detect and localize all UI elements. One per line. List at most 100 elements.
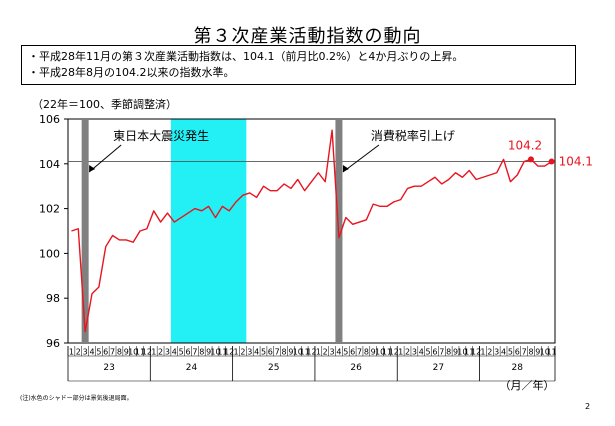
month-label: 11 <box>464 348 474 357</box>
event-arrow <box>88 144 122 173</box>
event-arrowhead <box>342 165 349 172</box>
recession-band <box>170 119 247 343</box>
month-label: 10 <box>293 348 303 357</box>
month-label: 12 <box>471 348 481 357</box>
month-label: 6 <box>103 348 108 357</box>
month-label: 6 <box>268 348 273 357</box>
month-label: 7 <box>439 348 444 357</box>
month-label: 7 <box>192 348 197 357</box>
y-tick-label: 106 <box>39 113 60 126</box>
month-label: 12 <box>389 348 399 357</box>
year-label: 28 <box>512 363 524 373</box>
y-tick-label: 100 <box>39 247 60 260</box>
summary-line-1: ・平成28年11月の第３次産業活動指数は、104.1（前月比0.2%）と4か月ぶ… <box>28 50 464 63</box>
y-tick-label: 104 <box>39 158 60 171</box>
page-number: 2 <box>585 402 591 411</box>
month-label: 1 <box>398 348 403 357</box>
month-label: 2 <box>76 348 81 357</box>
month-label: 11 <box>135 348 145 357</box>
year-label: 25 <box>268 363 279 373</box>
month-label: 1 <box>234 348 239 357</box>
month-label: 11 <box>546 348 556 357</box>
month-label: 2 <box>405 348 410 357</box>
month-label: 1 <box>69 348 74 357</box>
month-label: 9 <box>535 348 540 357</box>
point-label: 104.2 <box>508 138 542 152</box>
point-marker <box>548 158 555 165</box>
month-label: 8 <box>117 348 122 357</box>
summary-box: ・平成28年11月の第３次産業活動指数は、104.1（前月比0.2%）と4か月ぶ… <box>21 45 576 85</box>
month-label: 2 <box>158 348 163 357</box>
month-label: 8 <box>528 348 533 357</box>
point-label: 104.1 <box>559 155 593 169</box>
month-label: 1 <box>316 348 321 357</box>
y-tick-label: 98 <box>46 292 60 305</box>
month-label: 3 <box>165 348 170 357</box>
month-label: 1 <box>151 348 156 357</box>
month-label: 12 <box>306 348 316 357</box>
summary-line-2: ・平成28年8月の104.2以来の指数水準。 <box>28 66 235 79</box>
page-title: 第３次産業活動指数の動向 <box>193 26 422 47</box>
month-label: 9 <box>206 348 211 357</box>
recession-shading <box>170 119 247 343</box>
month-label: 10 <box>210 348 220 357</box>
month-label: 6 <box>432 348 437 357</box>
footnote: (注)水色のシャドー部分は景気後退局面。 <box>20 395 133 402</box>
month-label: 7 <box>110 348 115 357</box>
month-label: 4 <box>336 348 341 357</box>
month-label: 10 <box>540 348 550 357</box>
month-label: 6 <box>515 348 520 357</box>
year-label: 24 <box>186 363 198 373</box>
month-label: 4 <box>172 348 177 357</box>
month-label: 5 <box>179 348 184 357</box>
month-label: 6 <box>350 348 355 357</box>
month-label: 11 <box>300 348 310 357</box>
annotations: 東日本大震災発生 消費税率引上げ 104.2 104.1 <box>88 128 593 173</box>
month-label: 9 <box>371 348 376 357</box>
month-label: 10 <box>128 348 138 357</box>
series-layer <box>71 129 555 333</box>
unit-note: （22年＝100、季節調整済） <box>32 98 177 111</box>
month-label: 2 <box>323 348 328 357</box>
month-label: 3 <box>83 348 88 357</box>
month-label: 5 <box>96 348 101 357</box>
year-label: 27 <box>433 363 444 373</box>
month-label: 12 <box>142 348 152 357</box>
chart-axes <box>64 118 556 382</box>
month-label: 4 <box>89 348 94 357</box>
y-tick-labels: 96 98 100 102 104 106 <box>39 113 60 350</box>
month-label: 8 <box>364 348 369 357</box>
month-label: 5 <box>261 348 266 357</box>
month-label: 9 <box>288 348 293 357</box>
event-label: 消費税率引上げ <box>371 128 455 143</box>
month-label: 12 <box>224 348 234 357</box>
month-label: 8 <box>282 348 287 357</box>
event-arrowhead <box>89 165 96 172</box>
year-label: 23 <box>103 363 114 373</box>
month-label: 11 <box>382 348 392 357</box>
month-label: 2 <box>487 348 492 357</box>
month-label: 4 <box>501 348 506 357</box>
month-label: 11 <box>217 348 227 357</box>
month-label: 9 <box>453 348 458 357</box>
y-tick-label: 102 <box>39 203 60 216</box>
month-label: 4 <box>419 348 424 357</box>
month-label: 5 <box>343 348 348 357</box>
month-label: 4 <box>254 348 259 357</box>
month-label: 3 <box>247 348 252 357</box>
point-marker <box>527 156 534 163</box>
month-label: 8 <box>199 348 204 357</box>
month-label: 3 <box>494 348 499 357</box>
month-label: 6 <box>185 348 190 357</box>
month-label: 1 <box>480 348 485 357</box>
month-label: 2 <box>240 348 245 357</box>
month-label: 7 <box>357 348 362 357</box>
x-unit-label: （月／年） <box>500 378 555 392</box>
series-line <box>71 129 552 333</box>
month-label: 7 <box>275 348 280 357</box>
month-label: 8 <box>446 348 451 357</box>
month-label: 3 <box>412 348 417 357</box>
month-label: 3 <box>330 348 335 357</box>
y-tick-label: 96 <box>46 337 60 350</box>
